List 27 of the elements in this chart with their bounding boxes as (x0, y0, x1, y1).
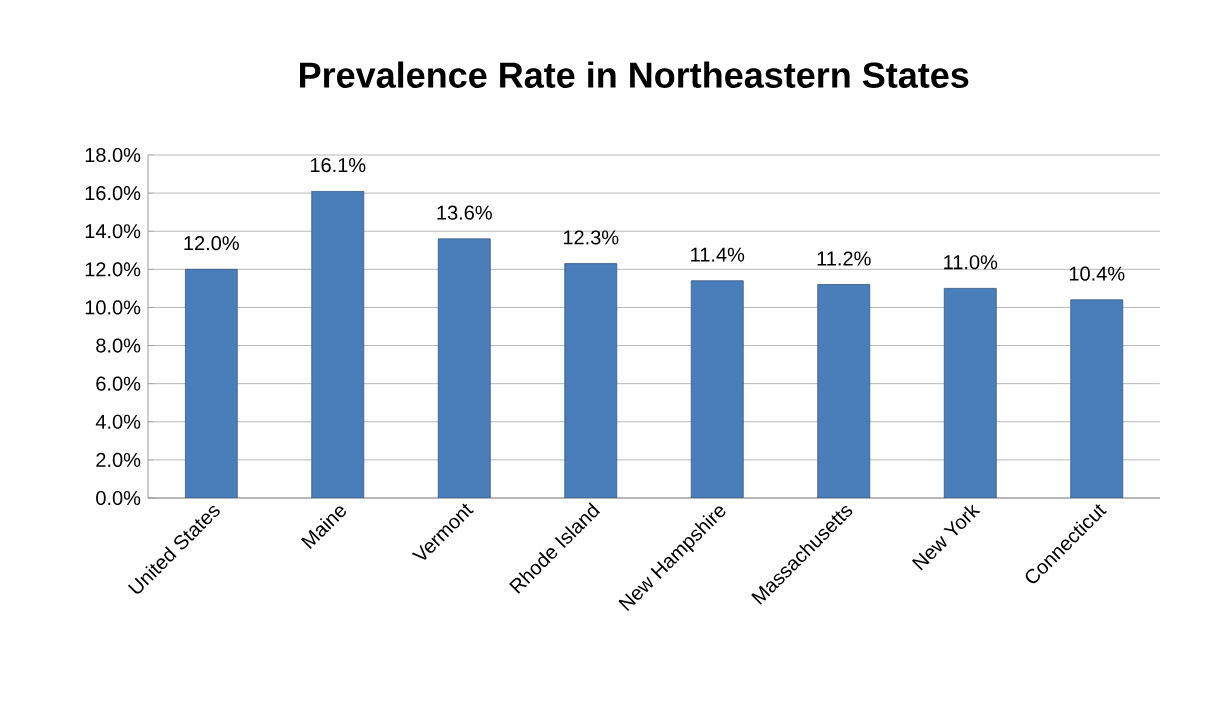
bar (311, 190, 365, 498)
bar (817, 284, 871, 498)
data-label: 12.0% (184, 236, 239, 251)
y-tick-label: 16.0% (85, 186, 141, 201)
y-tick-label: 18.0% (85, 147, 141, 163)
bar (943, 287, 997, 498)
data-label: 10.4% (1069, 266, 1125, 281)
bar (437, 238, 491, 498)
bar (564, 263, 618, 498)
bar (690, 280, 744, 498)
y-tick-label: 2.0% (96, 452, 141, 467)
y-tick-label: 4.0% (95, 414, 141, 429)
y-tick-label: 14.0% (85, 224, 141, 239)
data-label: 11.0% (944, 255, 998, 270)
y-tick-label: 12.0% (85, 262, 141, 277)
data-label: 11.4% (691, 247, 745, 262)
y-tick-label: 0.0% (96, 490, 141, 506)
y-tick-label: 8.0% (96, 338, 141, 353)
bar (184, 268, 238, 498)
bar (1070, 299, 1124, 498)
y-tick-label: 6.0% (96, 376, 141, 391)
data-label: 16.1% (310, 157, 366, 173)
data-label: 11.2% (817, 251, 871, 266)
y-tick-label: 10.0% (85, 300, 141, 315)
data-label: 12.3% (563, 230, 619, 245)
data-label: 13.6% (437, 205, 492, 220)
chart-title: Prevalence Rate in Northeastern States (300, 61, 969, 88)
